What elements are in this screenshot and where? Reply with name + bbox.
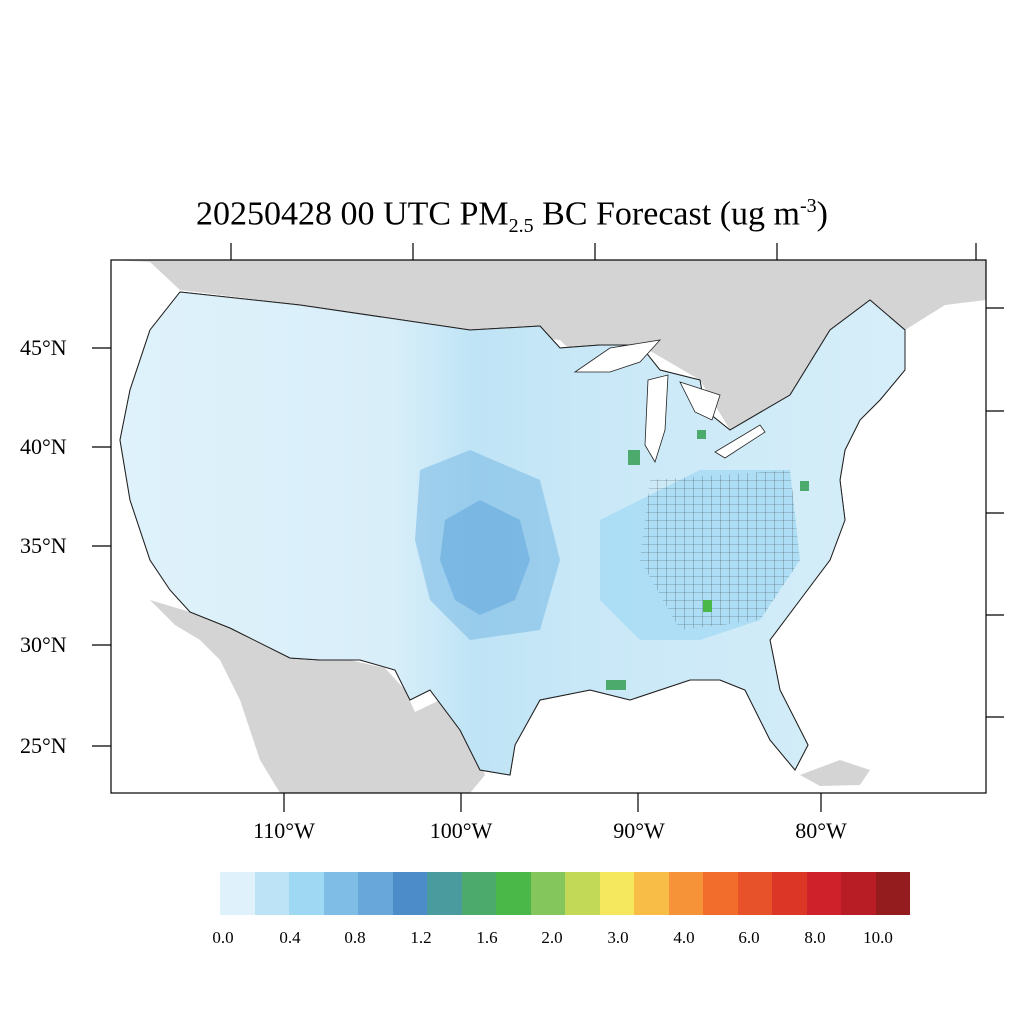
colorbar-swatch: [737, 872, 772, 915]
colorbar-tick-label: 0.8: [344, 928, 366, 947]
title-prefix: 20250428 00 UTC PM: [196, 195, 509, 233]
title-superscript: -3: [799, 195, 817, 217]
map-title: 20250428 00 UTC PM2.5 BC Forecast (ug m-…: [0, 186, 1024, 246]
title-suffix: ): [816, 195, 828, 233]
hotspot-detroit: [697, 430, 706, 439]
map-frame: [110, 259, 987, 794]
colorbar-swatch: [496, 872, 531, 915]
colorbar-swatch: [875, 872, 910, 915]
colorbar-swatch: [634, 872, 669, 915]
colorbar-swatch: [530, 872, 565, 915]
lon-label-100: 100°W: [429, 818, 493, 843]
lat-label-25: 25°N: [20, 733, 67, 758]
hotspot-birmingham: [703, 600, 712, 612]
colorbar-tick-label: 0.4: [279, 928, 301, 947]
colorbar-tick-label: 3.0: [607, 928, 629, 947]
colorbar-tick-label: 8.0: [804, 928, 826, 947]
colorbar-swatch: [668, 872, 703, 915]
map-area: [111, 260, 986, 793]
colorbar-swatch: [323, 872, 358, 915]
colorbar-tick-label: 6.0: [738, 928, 760, 947]
colorbar-swatch: [358, 872, 393, 915]
title-middle: BC Forecast (ug m: [533, 195, 800, 233]
colorbar-swatch: [427, 872, 462, 915]
colorbar-tick-label: 10.0: [863, 928, 893, 947]
top-ticks: [230, 243, 977, 260]
cuba-land: [800, 760, 870, 786]
colorbar-tick-label: 0.0: [212, 928, 234, 947]
colorbar-swatch: [841, 872, 876, 915]
canada-land: [111, 260, 986, 430]
lat-label-40: 40°N: [20, 434, 67, 459]
hotspot-chicago: [628, 450, 640, 465]
colorbar-swatch: [220, 872, 255, 915]
colorbar-swatch: [599, 872, 634, 915]
colorbar-tick-label: 4.0: [673, 928, 695, 947]
colorbar-swatch: [565, 872, 600, 915]
bottom-ticks: [283, 793, 822, 812]
colorbar-swatch: [392, 872, 427, 915]
lon-label-80: 80°W: [795, 818, 847, 843]
lat-label-45: 45°N: [20, 335, 67, 360]
lake-superior: [573, 339, 662, 373]
colorbar-swatch: [806, 872, 841, 915]
dense-east-counties: [640, 470, 800, 630]
colorbar-tick-label: 1.2: [410, 928, 432, 947]
lake-michigan: [644, 374, 669, 463]
left-ticks: [92, 347, 111, 747]
title-subscript: 2.5: [508, 215, 534, 238]
colorbar-swatch: [289, 872, 324, 915]
hotspot-louisiana: [606, 680, 626, 690]
colorbar-swatch: [461, 872, 496, 915]
lat-label-30: 30°N: [20, 632, 67, 657]
lake-huron: [679, 381, 721, 421]
lon-label-90: 90°W: [613, 818, 665, 843]
colorbar: [220, 872, 910, 915]
colorbar-swatch: [254, 872, 289, 915]
right-ticks: [986, 307, 1004, 718]
colorbar-tick-label: 1.6: [476, 928, 498, 947]
colorbar-swatch: [703, 872, 738, 915]
lake-erie: [714, 424, 766, 459]
hotspot-dc: [800, 481, 809, 491]
lat-label-35: 35°N: [20, 533, 67, 558]
plains-mid-region: [415, 450, 560, 640]
lon-label-110: 110°W: [253, 818, 315, 843]
colorbar-swatch: [772, 872, 807, 915]
mexico-land: [150, 600, 485, 793]
colorbar-tick-label: 2.0: [541, 928, 563, 947]
